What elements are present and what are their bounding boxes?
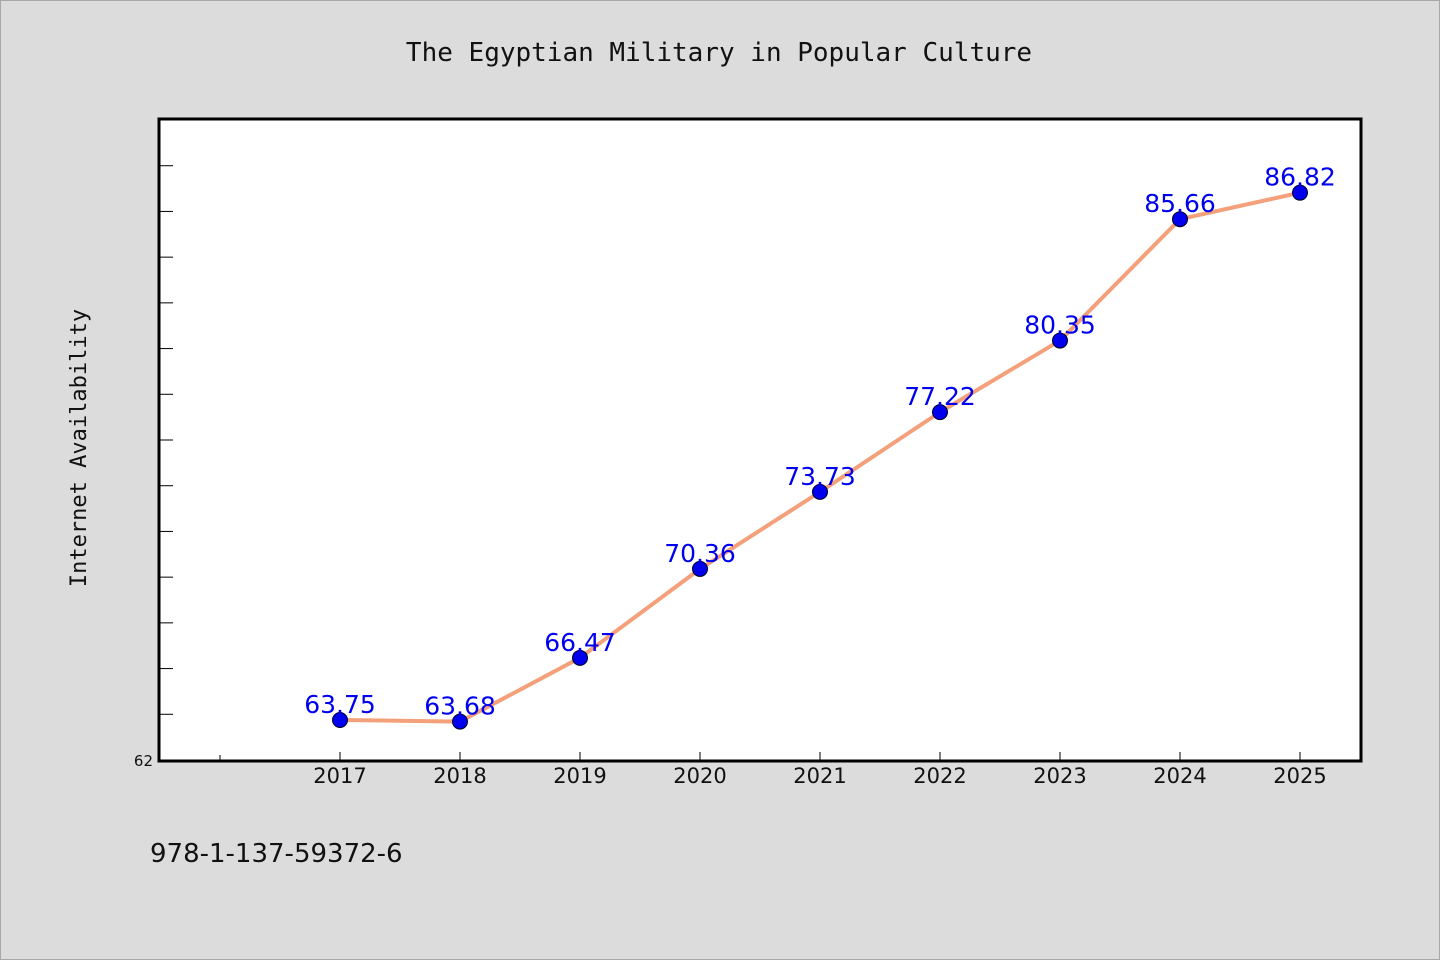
data-label: 63.75	[304, 690, 376, 719]
data-point	[1292, 184, 1308, 201]
x-tick-label: 2025	[1273, 764, 1326, 788]
isbn-label: 978-1-137-59372-6	[150, 839, 403, 869]
data-label: 80.35	[1024, 311, 1096, 340]
data-point	[452, 713, 468, 730]
x-tick-label: 2023	[1033, 764, 1086, 788]
data-label: 86.82	[1264, 163, 1336, 192]
series-layer: 63.75 63.68 66.47 70.36 73.73 77.22 80.35 85.66…	[304, 163, 1336, 730]
data-point	[572, 649, 588, 666]
x-tick-label: 2024	[1153, 764, 1206, 788]
data-label: 70.36	[664, 539, 736, 568]
chart-title: The Egyptian Military in Popular Culture	[406, 38, 1032, 68]
data-label: 73.73	[784, 462, 856, 491]
x-tick-label: 2017	[313, 764, 366, 788]
data-point	[932, 404, 948, 421]
data-point	[812, 483, 828, 500]
data-label: 63.68	[424, 692, 496, 721]
y-axis-label: Internet Availability	[67, 309, 92, 587]
y-axis-ticks: 62	[134, 119, 173, 770]
data-label: 85.66	[1144, 189, 1216, 218]
data-point	[692, 560, 708, 577]
x-tick-label: 2019	[553, 764, 606, 788]
data-label: 77.22	[904, 382, 976, 411]
data-point	[1172, 211, 1188, 228]
x-tick-label: 2021	[793, 764, 846, 788]
data-point	[332, 712, 348, 728]
x-tick-label: 2022	[913, 764, 966, 788]
data-point	[1052, 332, 1068, 349]
data-label: 66.47	[544, 628, 616, 657]
plot-area	[157, 117, 1363, 763]
x-tick-label: 2018	[433, 764, 486, 788]
x-tick-label: 2020	[673, 764, 726, 788]
x-axis-ticks: 2017 2018 2019 2020 2021 2022 2023 2024 2025	[219, 752, 1327, 788]
y-tick-label: 62	[134, 752, 153, 770]
